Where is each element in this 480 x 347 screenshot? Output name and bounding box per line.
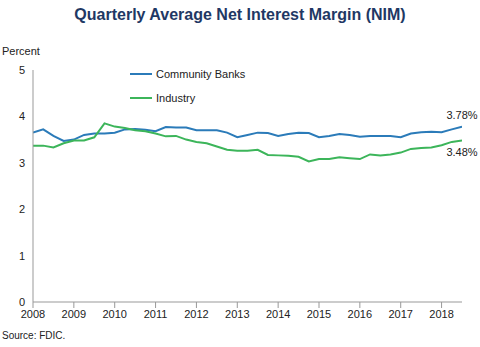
html-text:Percent: Percent xyxy=(2,45,40,57)
svg-text:2013: 2013 xyxy=(225,308,249,320)
svg-text:2014: 2014 xyxy=(266,308,290,320)
svg-text:0: 0 xyxy=(19,296,25,308)
svg-text:1: 1 xyxy=(19,250,25,262)
svg-text:5: 5 xyxy=(19,64,25,76)
svg-text:2017: 2017 xyxy=(388,308,412,320)
svg-text:2015: 2015 xyxy=(307,308,331,320)
svg-text:3.48%: 3.48% xyxy=(446,146,472,158)
html-text:Quarterly Average Net Interest: Quarterly Average Net Interest Margin (N… xyxy=(74,6,406,23)
svg-text:2018: 2018 xyxy=(429,308,453,320)
svg-text:2008: 2008 xyxy=(21,308,45,320)
svg-text:2016: 2016 xyxy=(348,308,372,320)
svg-text:3: 3 xyxy=(19,157,25,169)
svg-text:2012: 2012 xyxy=(184,308,208,320)
svg-text:2: 2 xyxy=(19,203,25,215)
svg-text:4: 4 xyxy=(19,110,25,122)
html-text:Industry: Industry xyxy=(156,92,196,104)
svg-text:3.78%: 3.78% xyxy=(446,109,472,121)
svg-text:2009: 2009 xyxy=(62,308,86,320)
svg-text:2010: 2010 xyxy=(102,308,126,320)
html-text:Source: FDIC.: Source: FDIC. xyxy=(2,330,66,341)
svg-text:2011: 2011 xyxy=(144,308,168,320)
html-text:Community Banks: Community Banks xyxy=(156,68,246,80)
